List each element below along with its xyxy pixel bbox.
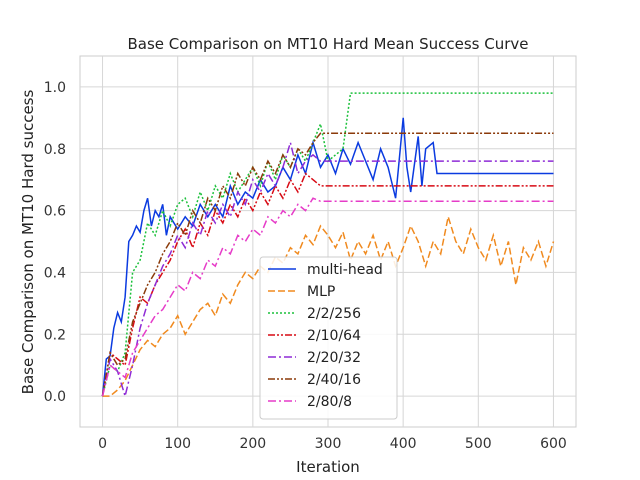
- legend-label: 2/40/16: [307, 372, 361, 388]
- y-axis-label: Base Comparison on MT10 Hard success: [19, 90, 37, 395]
- x-tick-label: 400: [390, 436, 417, 452]
- x-tick-label: 100: [164, 436, 191, 452]
- chart-title: Base Comparison on MT10 Hard Mean Succes…: [128, 35, 529, 53]
- legend-label: MLP: [307, 284, 335, 300]
- legend: multi-head MLP 2/2/256 2/10/64 2/20/32 2/40/1…: [259, 256, 398, 420]
- series-line-5: [101, 132, 554, 397]
- x-tick-label: 300: [315, 436, 342, 452]
- series-line-0: [101, 117, 554, 397]
- x-tick-label: 600: [540, 436, 567, 452]
- legend-label: 2/20/32: [307, 350, 361, 366]
- legend-label: 2/2/256: [307, 306, 361, 322]
- y-tick-label: 0.4: [44, 265, 66, 281]
- y-tick-label: 1.0: [44, 80, 66, 96]
- legend-label: 2/10/64: [307, 328, 361, 344]
- legend-label: 2/80/8: [307, 394, 352, 410]
- x-axis-label: Iteration: [296, 458, 360, 476]
- series-line-2: [101, 92, 554, 397]
- y-tick-label: 0.6: [44, 204, 66, 220]
- x-tick-label: 200: [239, 436, 266, 452]
- series-layer: [101, 92, 555, 399]
- series-line-3: [101, 172, 554, 397]
- y-tick-label: 0.8: [44, 142, 66, 158]
- legend-label: multi-head: [307, 262, 383, 278]
- y-tick-label: 0.0: [44, 389, 66, 405]
- ticks: 0 100 200 300 400 500 600 0.0 0.2 0.4 0.6 0.8 1.0: [44, 80, 567, 452]
- series-line-6: [101, 197, 554, 397]
- series-line-1: [102, 216, 555, 397]
- x-tick-label: 0: [98, 436, 107, 452]
- series-line-4: [101, 139, 554, 399]
- x-tick-label: 500: [465, 436, 492, 452]
- y-tick-label: 0.2: [44, 327, 66, 343]
